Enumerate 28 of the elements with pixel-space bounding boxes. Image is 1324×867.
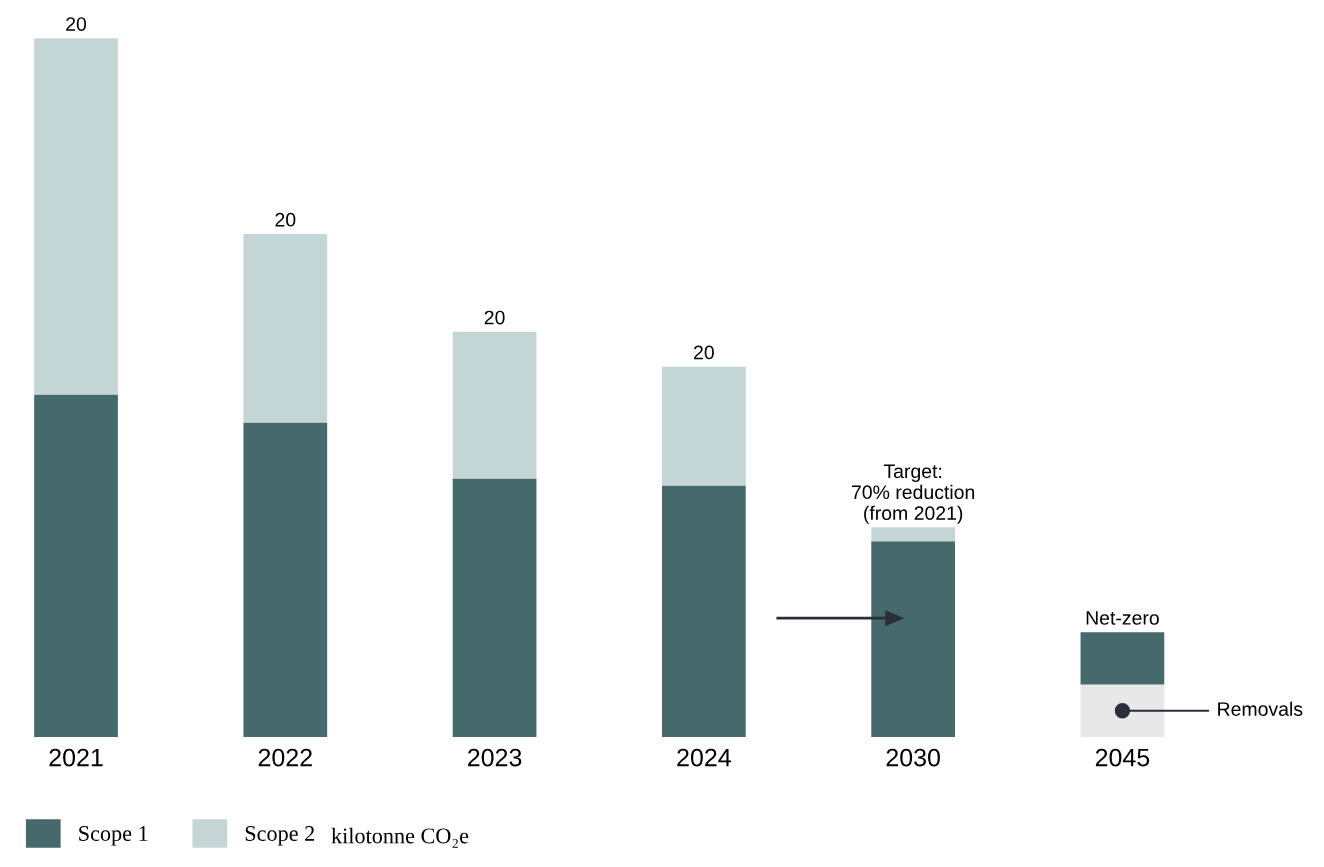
bar	[662, 366, 746, 486]
x-tick-label: 2030	[886, 748, 940, 767]
x-tick-label: 2045	[1095, 748, 1150, 767]
x-tick-label: 2022	[258, 748, 312, 767]
bar	[243, 422, 328, 737]
bar	[34, 394, 118, 737]
annotation: 20	[694, 345, 714, 360]
annotation: Target: 70% reduction (from 2021)	[851, 464, 975, 524]
bar	[452, 331, 537, 479]
text: Removals	[1218, 701, 1303, 716]
bar	[34, 38, 118, 395]
bar	[871, 541, 955, 737]
bar	[1080, 632, 1165, 685]
bar	[871, 527, 955, 542]
x-tick-label: 2023	[468, 748, 522, 767]
bar	[243, 233, 328, 423]
annotation: 20	[484, 310, 505, 325]
bar	[662, 485, 746, 737]
annotation: 20	[66, 17, 87, 31]
annotation: Net-zero	[1086, 611, 1159, 625]
legend-label: Scope 2	[245, 826, 315, 846]
bar	[452, 478, 537, 737]
legend-label: Scope 1	[79, 826, 148, 846]
x-tick-label: 2021	[49, 748, 103, 767]
text: kilotonne CO₂e	[331, 827, 469, 848]
bar	[1080, 684, 1165, 737]
x-tick-label: 2024	[677, 748, 731, 767]
annotation: 20	[275, 212, 296, 227]
